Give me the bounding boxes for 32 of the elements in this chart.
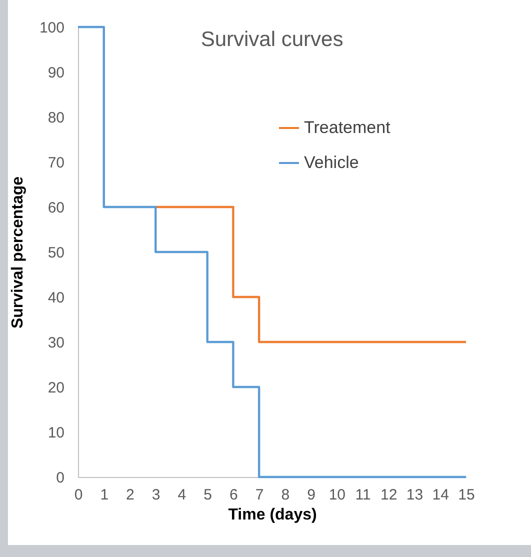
legend-label: Treatement [304,118,391,137]
x-tick-label: 9 [307,486,316,504]
y-tick-label: 0 [56,470,64,486]
x-tick-label: 7 [255,486,264,504]
y-tick-label: 50 [48,244,64,262]
x-tick-label: 4 [178,486,186,504]
x-tick-label: 14 [432,486,449,504]
y-tick-label: 60 [48,200,64,216]
x-tick-label: 0 [74,486,83,504]
x-tick-label: 13 [406,486,424,504]
x-tick-label: 10 [328,486,346,504]
x-tick-label: 3 [152,486,160,504]
x-tick-label: 15 [458,486,475,504]
x-axis-title: Time (days) [228,506,317,524]
y-tick-label: 10 [48,424,64,442]
x-tick-label: 8 [281,486,290,504]
x-tick-label: 11 [355,486,371,504]
x-tick-label: 6 [230,486,238,504]
y-tick-label: 30 [48,334,64,352]
chart-title: Survival curves [200,28,344,51]
y-tick-label: 100 [39,20,64,36]
y-tick-label: 40 [48,290,64,306]
x-tick-label: 2 [126,486,134,504]
y-tick-label: 80 [48,110,64,126]
x-tick-label: 12 [380,486,398,504]
x-tick-label: 5 [204,486,212,504]
x-tick-label: 1 [100,486,109,504]
y-tick-label: 70 [48,154,64,172]
legend-label: Vehicle [304,153,359,172]
y-axis-title: Survival percentage [9,176,26,329]
y-tick-label: 20 [48,380,64,396]
y-tick-label: 90 [48,64,64,82]
